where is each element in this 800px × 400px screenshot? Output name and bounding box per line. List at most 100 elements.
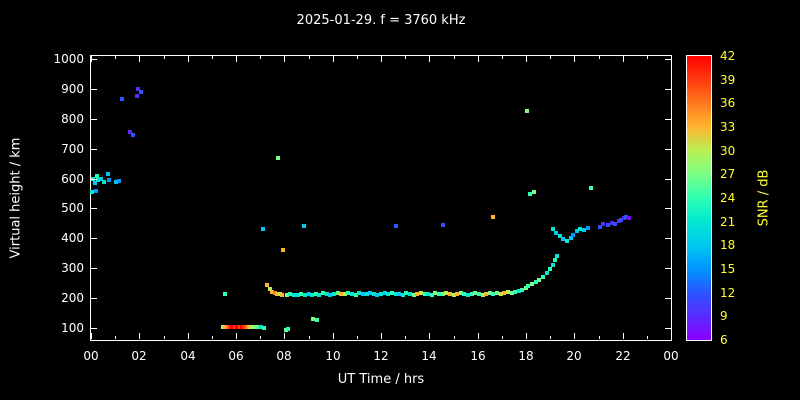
x-minor-tick-top — [212, 56, 213, 59]
chart-title: 2025-01-29. f = 3760 kHz — [296, 13, 466, 28]
data-point — [462, 291, 467, 296]
x-tick-top — [478, 56, 479, 62]
x-tick-top — [284, 56, 285, 62]
data-point — [346, 290, 351, 295]
y-tick-right — [665, 119, 671, 120]
data-point — [433, 291, 438, 296]
data-point — [379, 291, 383, 296]
data-point — [440, 291, 445, 296]
x-tick — [478, 333, 479, 339]
data-point — [364, 291, 369, 296]
x-tick — [671, 333, 672, 339]
data-point — [331, 291, 336, 296]
x-tick — [381, 333, 382, 339]
x-tick-top — [574, 56, 575, 62]
colorbar-tick-label: 21 — [720, 215, 736, 229]
data-point — [295, 292, 300, 297]
data-point — [288, 291, 293, 296]
data-point — [418, 291, 423, 296]
colorbar-tick-label: 9 — [720, 309, 728, 323]
data-point — [232, 324, 237, 329]
x-tick — [188, 333, 189, 339]
data-point — [235, 325, 240, 330]
x-tick-label: 14 — [421, 349, 437, 363]
data-point — [525, 109, 530, 114]
data-point — [480, 292, 485, 297]
y-tick-right — [665, 328, 671, 329]
x-minor-tick-top — [164, 56, 165, 59]
data-point — [292, 293, 296, 298]
data-point — [261, 326, 266, 331]
y-tick-label: 500 — [61, 201, 84, 215]
data-point — [98, 176, 103, 181]
x-minor-tick-top — [260, 56, 261, 59]
colorbar — [686, 55, 712, 341]
data-point — [91, 176, 96, 181]
x-tick — [91, 333, 92, 339]
data-point — [411, 292, 416, 297]
data-point — [342, 291, 347, 296]
data-point — [310, 292, 315, 297]
x-tick-top — [236, 56, 237, 62]
data-point — [275, 292, 280, 297]
data-point — [272, 290, 277, 295]
data-point — [451, 292, 456, 297]
colorbar-tick-label: 36 — [720, 96, 736, 110]
colorbar-tick-label: 42 — [720, 49, 736, 63]
data-point — [90, 190, 95, 195]
y-tick-label: 100 — [61, 321, 84, 335]
data-point — [371, 291, 376, 296]
data-point — [429, 292, 434, 297]
x-tick-label: 06 — [228, 349, 244, 363]
x-tick-top — [139, 56, 140, 62]
colorbar-label: SNR / dB — [756, 169, 772, 227]
data-point — [116, 178, 121, 183]
data-point — [134, 94, 139, 99]
x-minor-tick-top — [599, 56, 600, 59]
y-tick-right — [665, 268, 671, 269]
data-point — [242, 324, 247, 329]
data-point — [502, 291, 507, 296]
y-tick-label: 300 — [61, 261, 84, 275]
data-point — [624, 214, 629, 219]
y-tick-right — [665, 59, 671, 60]
y-tick-label: 800 — [61, 112, 84, 126]
data-point — [284, 292, 289, 297]
y-tick — [91, 179, 97, 180]
data-point — [313, 291, 318, 296]
data-point — [393, 224, 398, 229]
data-point — [415, 291, 420, 296]
data-point — [136, 86, 141, 91]
data-point — [491, 291, 496, 296]
data-point — [314, 317, 319, 322]
data-point — [393, 292, 398, 297]
data-point — [554, 230, 559, 235]
data-point — [557, 233, 562, 238]
data-point — [455, 291, 460, 296]
y-tick-right — [665, 208, 671, 209]
data-point — [107, 178, 112, 183]
x-tick-top — [671, 56, 672, 62]
x-minor-tick — [212, 336, 213, 339]
data-point — [230, 324, 235, 329]
data-point — [530, 281, 535, 286]
data-point — [516, 288, 521, 293]
x-minor-tick-top — [309, 56, 310, 59]
x-tick-top — [623, 56, 624, 62]
data-point — [400, 292, 405, 297]
data-point — [102, 179, 107, 184]
data-point — [397, 291, 402, 296]
x-tick — [284, 333, 285, 339]
data-point — [582, 227, 586, 232]
data-point — [240, 324, 245, 329]
data-point — [484, 291, 489, 296]
data-point — [555, 253, 560, 258]
x-tick-label: 00 — [663, 349, 679, 363]
data-point — [120, 97, 125, 102]
colorbar-tick-label: 12 — [720, 286, 736, 300]
y-tick — [91, 59, 97, 60]
x-minor-tick — [599, 336, 600, 339]
data-point — [495, 291, 499, 296]
data-point — [565, 238, 570, 243]
x-axis-label: UT Time / hrs — [337, 372, 425, 387]
